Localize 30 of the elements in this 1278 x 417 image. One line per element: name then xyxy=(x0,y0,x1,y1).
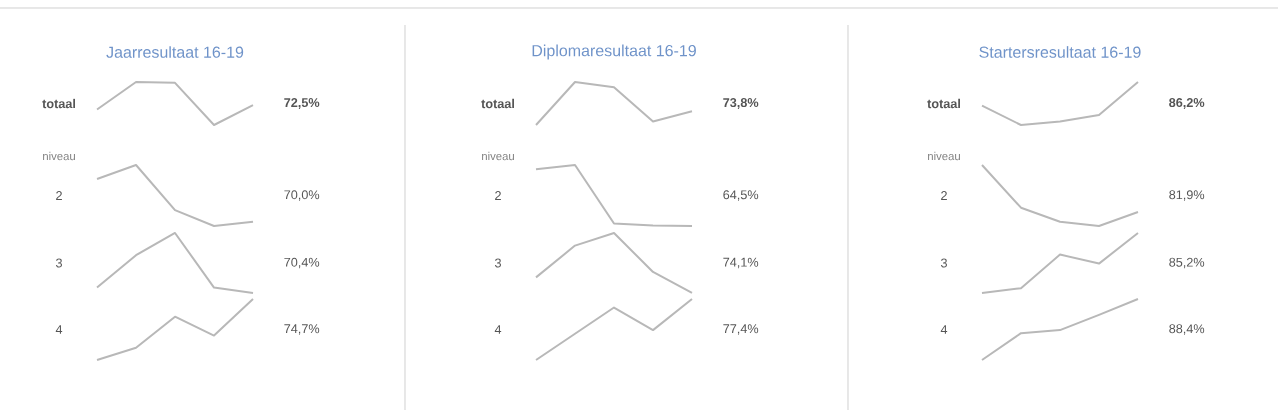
text: 70,0% xyxy=(284,190,320,201)
text: 2 xyxy=(56,191,62,200)
text: 73,8% xyxy=(723,98,759,109)
text: 3 xyxy=(494,258,501,268)
series-label: totaal xyxy=(42,98,75,109)
chart-title: Jaarresultaat 16-19 xyxy=(106,46,244,58)
text: 74,1% xyxy=(723,257,759,269)
text: 4 xyxy=(55,325,63,334)
text: 86,2% xyxy=(1169,98,1205,109)
text: 72,5% xyxy=(284,98,320,109)
text: 2 xyxy=(941,191,947,200)
text: 74,7% xyxy=(284,324,320,335)
chart-title: Startersresultaat 16-19 xyxy=(979,46,1141,58)
text: niveau xyxy=(43,151,75,161)
text: 4 xyxy=(494,325,502,334)
text: 4 xyxy=(940,325,948,334)
series-label: totaal xyxy=(927,98,960,109)
text: totaal xyxy=(481,98,514,109)
text: 81,9% xyxy=(1169,190,1205,201)
text: 64,5% xyxy=(723,190,759,201)
text: 77,4% xyxy=(723,324,759,335)
text: 2 xyxy=(495,191,501,200)
text: niveau xyxy=(928,151,960,161)
chart-title: Diplomaresultaat 16-19 xyxy=(532,44,696,60)
text: 85,2% xyxy=(1169,257,1205,269)
text: 3 xyxy=(940,258,947,268)
text: 3 xyxy=(55,258,62,268)
text: 70,4% xyxy=(284,257,320,269)
text: niveau xyxy=(482,151,514,161)
text: 88,4% xyxy=(1169,324,1205,335)
